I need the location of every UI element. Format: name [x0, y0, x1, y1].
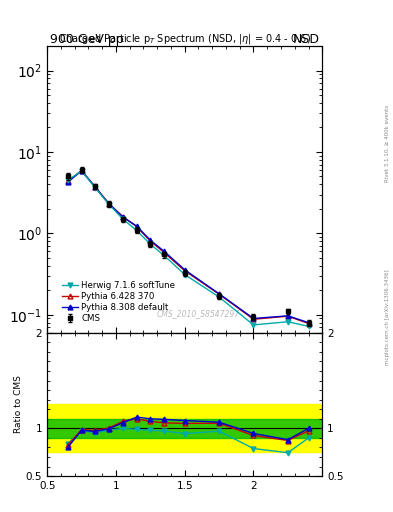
Line: Pythia 6.428 370: Pythia 6.428 370 — [65, 168, 311, 326]
Pythia 8.308 default — [306, 319, 311, 326]
Herwig 7.1.6 softTune — [217, 294, 222, 300]
Herwig 7.1.6 softTune — [251, 322, 256, 328]
Pythia 8.308 default — [93, 184, 97, 190]
Herwig 7.1.6 softTune — [162, 252, 167, 259]
Bar — [47, 404, 322, 452]
Line: Herwig 7.1.6 softTune: Herwig 7.1.6 softTune — [65, 168, 311, 329]
Pythia 8.308 default — [65, 179, 70, 185]
Pythia 8.308 default — [148, 237, 152, 243]
Herwig 7.1.6 softTune — [182, 271, 187, 278]
Title: Charged Particle p$_T$ Spectrum (NSD, $|\eta|$ = 0.4 - 0.6): Charged Particle p$_T$ Spectrum (NSD, $|… — [59, 32, 311, 46]
Herwig 7.1.6 softTune — [286, 318, 290, 325]
Pythia 8.308 default — [121, 214, 125, 220]
Pythia 8.308 default — [107, 201, 112, 207]
Pythia 6.428 370 — [182, 268, 187, 274]
Pythia 6.428 370 — [134, 224, 139, 230]
Pythia 6.428 370 — [121, 214, 125, 220]
Herwig 7.1.6 softTune — [306, 323, 311, 329]
Text: Rivet 3.1.10, ≥ 400k events: Rivet 3.1.10, ≥ 400k events — [385, 105, 390, 182]
Herwig 7.1.6 softTune — [121, 216, 125, 222]
Pythia 8.308 default — [134, 223, 139, 229]
Legend: Herwig 7.1.6 softTune, Pythia 6.428 370, Pythia 8.308 default, CMS: Herwig 7.1.6 softTune, Pythia 6.428 370,… — [60, 278, 178, 326]
Pythia 6.428 370 — [93, 184, 97, 190]
Pythia 6.428 370 — [65, 178, 70, 184]
Pythia 8.308 default — [217, 291, 222, 297]
Herwig 7.1.6 softTune — [148, 241, 152, 247]
Pythia 6.428 370 — [286, 313, 290, 319]
Pythia 6.428 370 — [306, 321, 311, 327]
Text: mcplots.cern.ch [arXiv:1306.3436]: mcplots.cern.ch [arXiv:1306.3436] — [385, 270, 390, 365]
Text: NSD: NSD — [292, 33, 320, 46]
Pythia 6.428 370 — [162, 249, 167, 255]
Pythia 8.308 default — [286, 313, 290, 319]
Pythia 6.428 370 — [79, 167, 84, 174]
Pythia 6.428 370 — [217, 291, 222, 297]
Pythia 8.308 default — [251, 315, 256, 322]
Pythia 8.308 default — [79, 167, 84, 174]
Pythia 8.308 default — [182, 267, 187, 273]
Text: CMS_2010_S8547297: CMS_2010_S8547297 — [157, 309, 240, 318]
Herwig 7.1.6 softTune — [93, 185, 97, 191]
Herwig 7.1.6 softTune — [65, 177, 70, 183]
Line: Pythia 8.308 default: Pythia 8.308 default — [65, 168, 311, 325]
Pythia 6.428 370 — [251, 316, 256, 323]
Y-axis label: Ratio to CMS: Ratio to CMS — [14, 375, 23, 434]
Herwig 7.1.6 softTune — [79, 168, 84, 174]
Herwig 7.1.6 softTune — [107, 201, 112, 207]
Bar — [47, 419, 322, 438]
Pythia 8.308 default — [162, 248, 167, 254]
Herwig 7.1.6 softTune — [134, 227, 139, 233]
Pythia 6.428 370 — [148, 238, 152, 244]
Pythia 6.428 370 — [107, 201, 112, 207]
Text: 900 GeV pp: 900 GeV pp — [50, 33, 123, 46]
